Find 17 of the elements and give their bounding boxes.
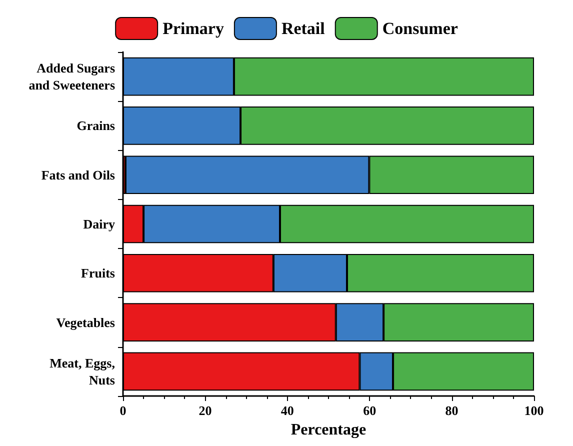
y-tick-label: Fats and Oils: [41, 167, 115, 182]
x-tick-label: 60: [363, 403, 376, 418]
x-tick-label: 40: [280, 403, 294, 418]
y-tick-label: Fruits: [81, 266, 115, 281]
x-tick-label: 20: [198, 403, 212, 418]
legend-label: Retail: [281, 19, 326, 38]
legend-label: Primary: [162, 19, 224, 38]
y-tick-label: Vegetables: [56, 314, 115, 330]
x-tick-label: 0: [120, 403, 126, 418]
x-axis-title: Percentage: [290, 422, 366, 438]
y-tick-label: Dairy: [83, 216, 116, 232]
x-tick-label: 100: [524, 403, 544, 418]
x-tick-label: 80: [445, 403, 458, 418]
y-tick-label: Grains: [76, 118, 115, 134]
legend-label: Consumer: [382, 19, 458, 38]
y-tick-label: Added Sugars and Sweeteners: [28, 60, 115, 93]
y-tick-label: Meat, Eggs, Nuts: [50, 355, 115, 388]
